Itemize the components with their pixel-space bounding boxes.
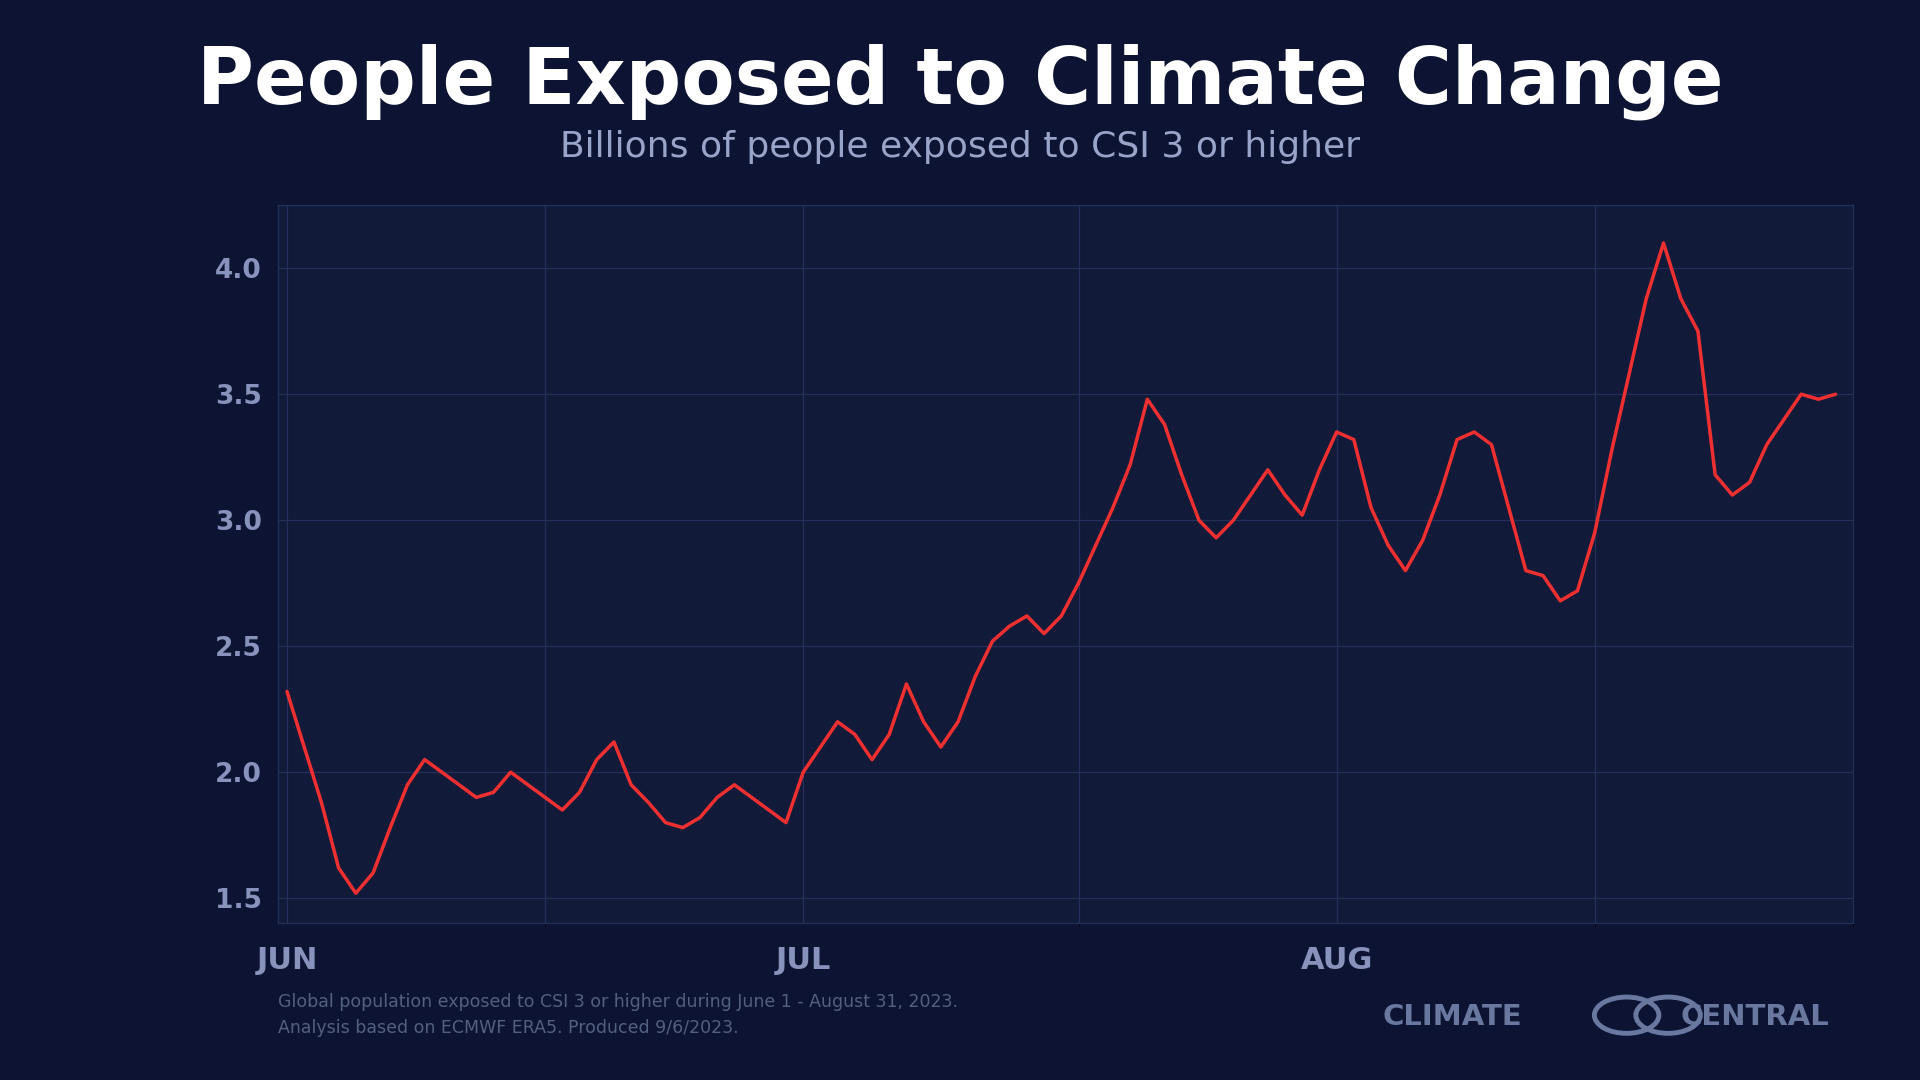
Text: Analysis based on ECMWF ERA5. Produced 9/6/2023.: Analysis based on ECMWF ERA5. Produced 9… bbox=[278, 1020, 739, 1037]
Text: CENTRAL: CENTRAL bbox=[1680, 1003, 1828, 1031]
Text: Global population exposed to CSI 3 or higher during June 1 - August 31, 2023.: Global population exposed to CSI 3 or hi… bbox=[278, 994, 958, 1011]
Text: Billions of people exposed to CSI 3 or higher: Billions of people exposed to CSI 3 or h… bbox=[561, 130, 1359, 164]
Text: CLIMATE: CLIMATE bbox=[1382, 1003, 1523, 1031]
Text: People Exposed to Climate Change: People Exposed to Climate Change bbox=[196, 44, 1724, 120]
